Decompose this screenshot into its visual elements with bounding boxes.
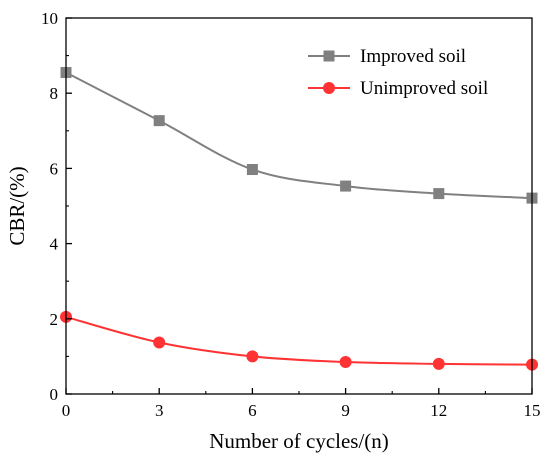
legend-marker-circle [323, 82, 335, 94]
legend-label: Improved soil [360, 46, 466, 67]
tick-labels: 0 3 6 9 12 15 0 2 4 6 8 10 [41, 9, 541, 420]
y-tick-label: 8 [50, 84, 59, 103]
x-tick-label: 3 [155, 401, 164, 420]
x-tick-label: 12 [430, 401, 447, 420]
data-point-square [433, 188, 445, 200]
x-tick-label: 9 [341, 401, 350, 420]
series-lines [65, 71, 533, 366]
y-tick-label: 2 [50, 310, 59, 329]
x-tick-label: 6 [248, 401, 257, 420]
data-point-circle [246, 350, 259, 363]
legend-label: Unimproved soil [360, 78, 488, 99]
series-markers [60, 67, 538, 371]
x-axis-title: Number of cycles/(n) [209, 429, 389, 453]
x-tick-label: 15 [524, 401, 541, 420]
y-tick-label: 4 [50, 235, 59, 254]
series-line [65, 315, 533, 366]
data-point-circle [432, 357, 445, 370]
data-point-circle [153, 336, 166, 349]
axis-ticks [65, 17, 533, 395]
legend: Improved soil Unimproved soil [308, 46, 488, 99]
legend-marker-square [323, 50, 335, 62]
data-point-circle [339, 356, 352, 369]
y-tick-label: 6 [50, 159, 59, 178]
y-axis-title: CBR/(%) [5, 166, 29, 245]
data-point-square [246, 164, 258, 176]
data-point-square [340, 180, 352, 192]
x-tick-label: 0 [62, 401, 71, 420]
series-line [65, 71, 533, 200]
y-tick-label: 10 [41, 9, 58, 28]
y-tick-label: 0 [50, 385, 59, 404]
data-point-square [153, 115, 165, 127]
